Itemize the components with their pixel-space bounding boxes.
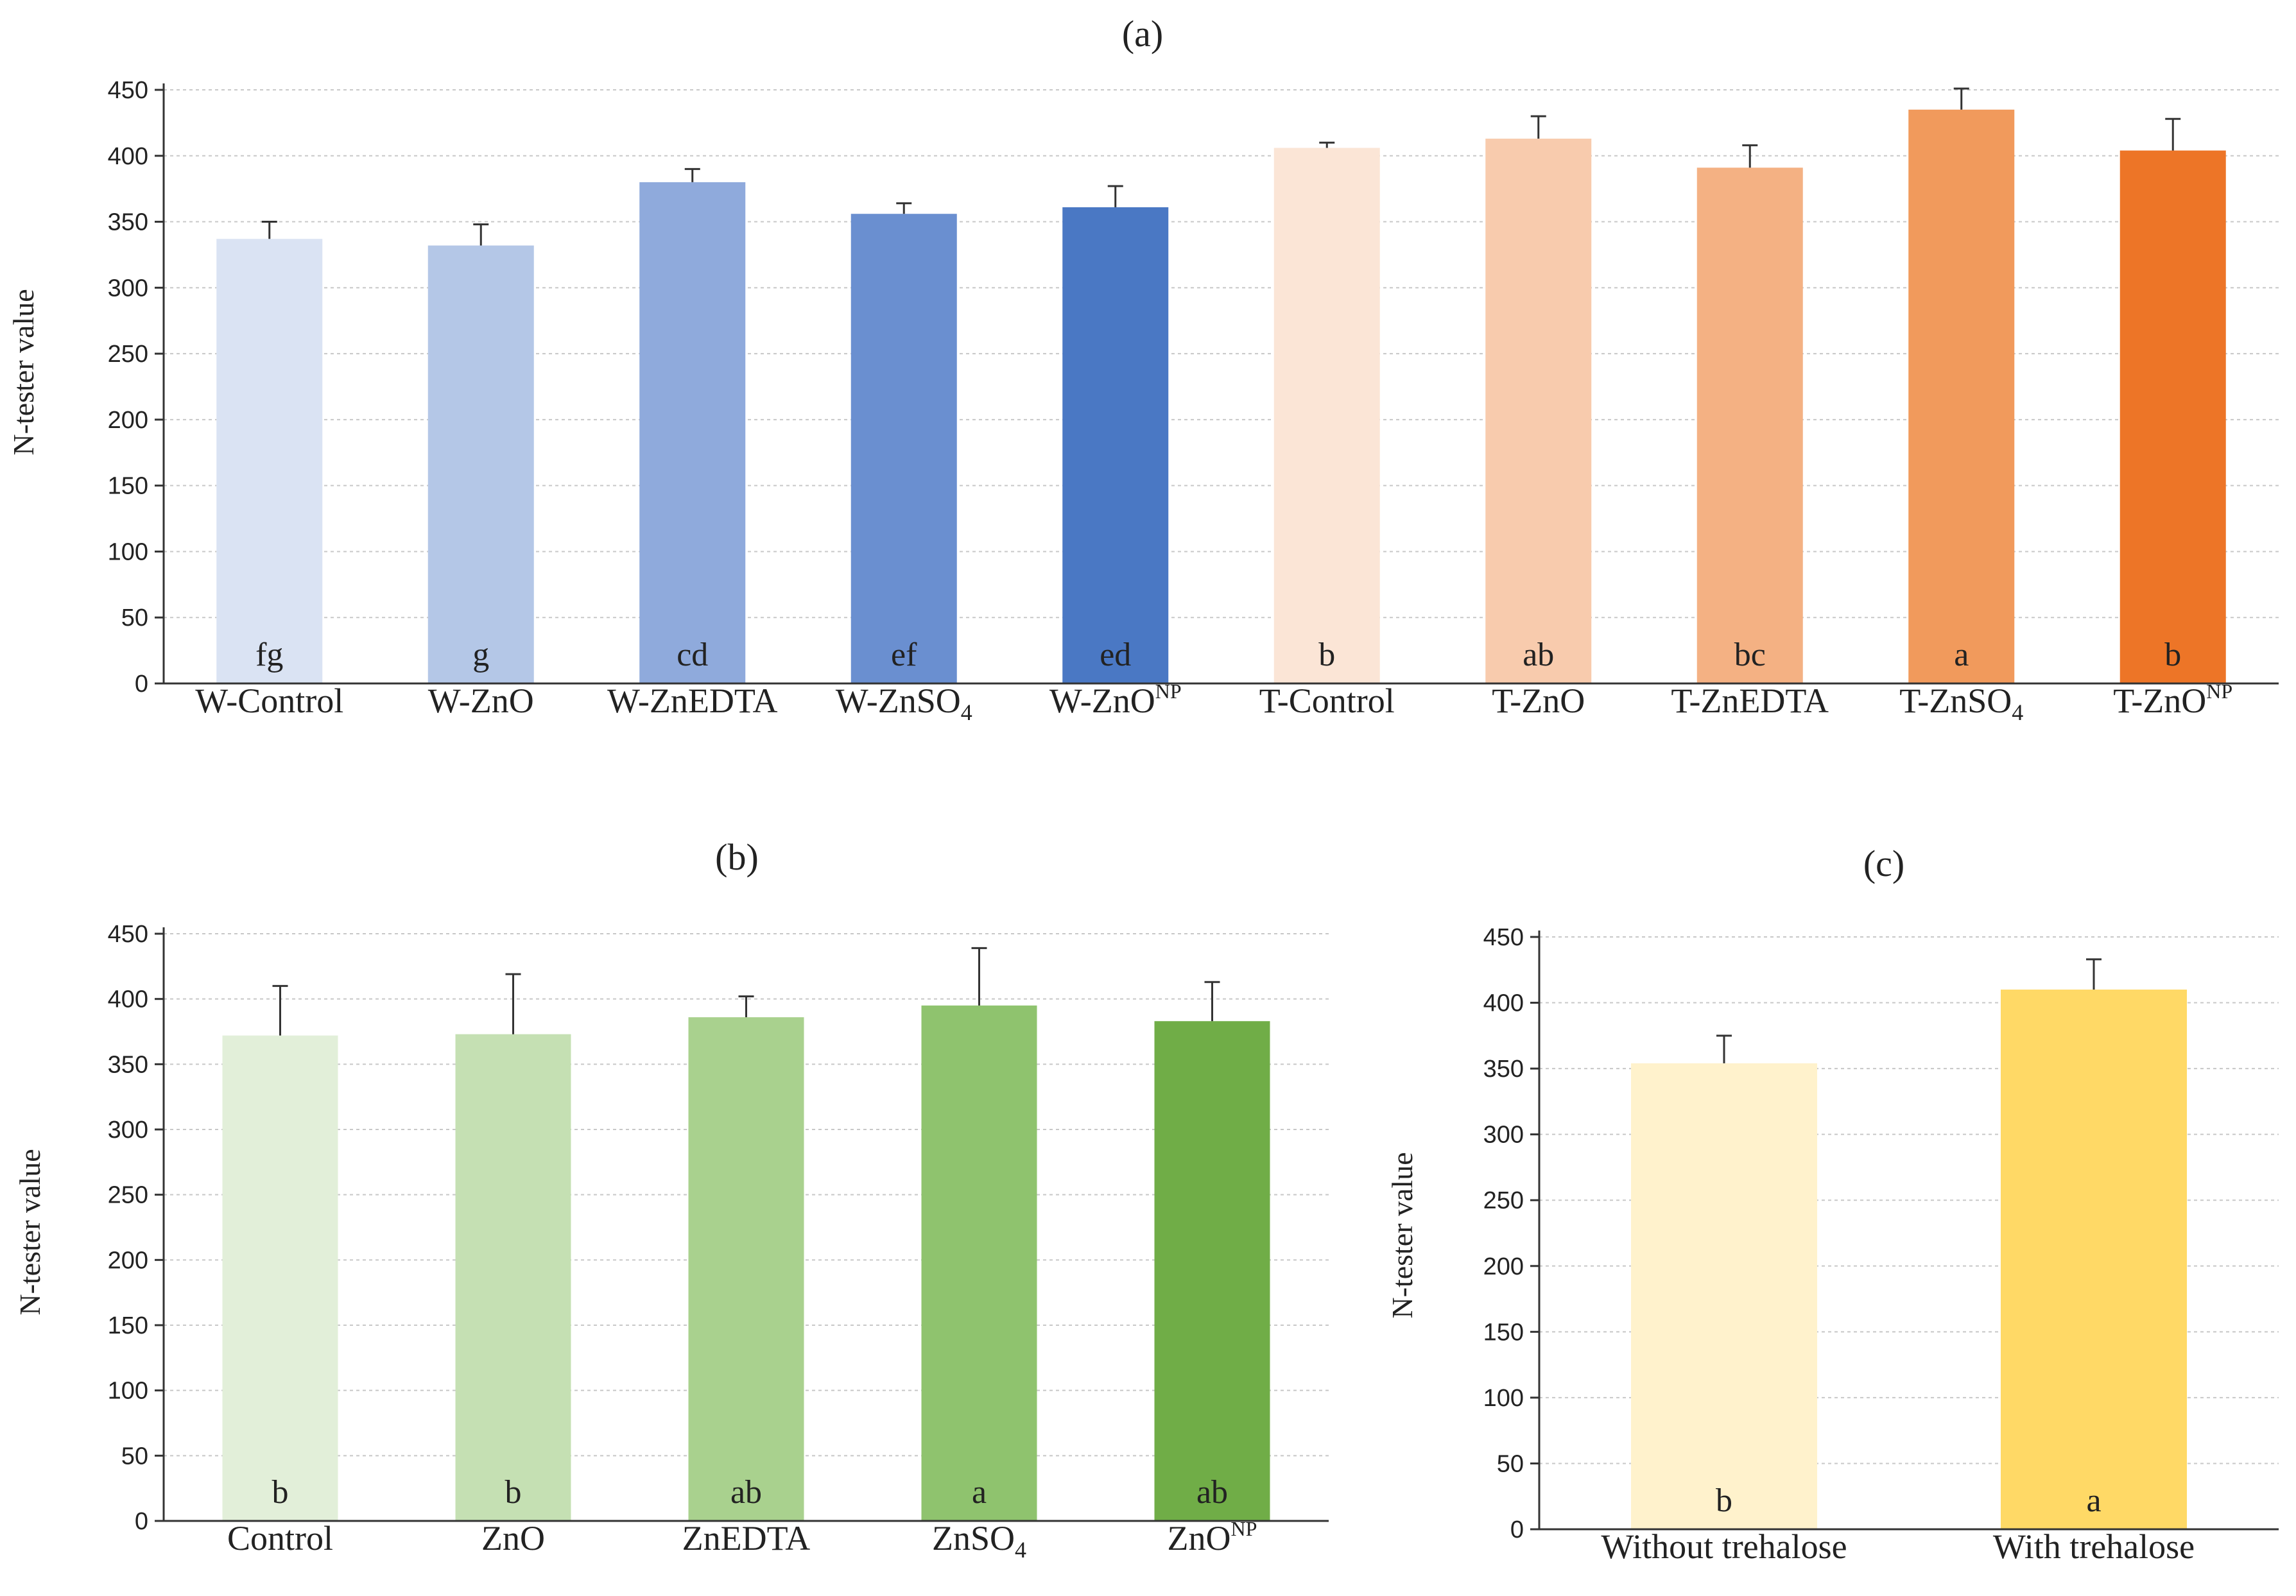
category-label: W-ZnEDTA xyxy=(607,682,778,720)
category-label: Without trehalose xyxy=(1601,1527,1847,1566)
category-label: T-ZnSO4 xyxy=(1899,682,2023,725)
significance-letter: fg xyxy=(255,637,283,673)
significance-letter: ab xyxy=(1523,637,1554,673)
bar xyxy=(427,245,534,683)
bar xyxy=(1908,109,2015,684)
category-label: W-ZnSO4 xyxy=(836,682,972,725)
bar xyxy=(1696,167,1803,683)
category-label: With trehalose xyxy=(1993,1527,2195,1566)
significance-letter: g xyxy=(472,637,489,673)
category-label: ZnSO4 xyxy=(932,1519,1026,1563)
y-tick-label: 300 xyxy=(108,275,148,302)
significance-letter: bc xyxy=(1734,637,1766,673)
category-label: W-ZnONP xyxy=(1049,680,1182,720)
significance-letter: b xyxy=(1318,637,1335,673)
y-tick-label: 300 xyxy=(1483,1122,1524,1149)
y-tick-label: 200 xyxy=(108,407,148,434)
category-label: T-ZnEDTA xyxy=(1671,682,1829,720)
bar xyxy=(1062,207,1169,683)
significance-letter: ef xyxy=(891,637,917,673)
bar xyxy=(688,1017,804,1521)
significance-letter: ab xyxy=(730,1474,762,1511)
y-tick-label: 50 xyxy=(1497,1450,1524,1477)
bar xyxy=(2001,990,2187,1529)
category-label: W-ZnO xyxy=(428,682,534,720)
y-tick-label: 250 xyxy=(108,1182,148,1209)
bar xyxy=(2119,150,2226,684)
category-label: T-ZnONP xyxy=(2113,680,2232,720)
category-label: T-ZnO xyxy=(1492,682,1585,720)
y-tick-label: 450 xyxy=(108,77,148,104)
category-label: ZnO xyxy=(481,1519,545,1557)
significance-letter: a xyxy=(2086,1482,2101,1519)
chart-c: (c) N-tester value 0 50 100 150 200 250 300 350 40… xyxy=(1386,843,2279,1566)
significance-letter: a xyxy=(1954,637,1969,673)
bar xyxy=(639,182,746,683)
bar xyxy=(222,1035,338,1521)
y-tick-label: 150 xyxy=(1483,1319,1524,1346)
y-tick-label: 450 xyxy=(1483,924,1524,951)
y-axis-label: N-tester value xyxy=(1386,1152,1419,1318)
bar xyxy=(455,1034,571,1521)
category-label: T-Control xyxy=(1259,682,1395,720)
bar xyxy=(1154,1021,1270,1521)
y-tick-label: 50 xyxy=(121,1443,148,1470)
y-tick-label: 0 xyxy=(135,671,148,698)
y-tick-label: 100 xyxy=(108,1378,148,1405)
significance-letter: b xyxy=(1716,1482,1732,1519)
significance-letter: a xyxy=(972,1474,987,1511)
y-tick-label: 300 xyxy=(108,1117,148,1144)
significance-letter: b xyxy=(2164,637,2181,673)
chart-b: (b) N-tester value 0 50 100 150 200 250 300 350 40… xyxy=(13,836,1329,1563)
significance-letter: cd xyxy=(677,637,708,673)
y-tick-label: 150 xyxy=(108,1312,148,1339)
bar xyxy=(216,239,323,683)
y-tick-label: 0 xyxy=(1510,1516,1524,1543)
y-tick-label: 0 xyxy=(135,1508,148,1535)
y-tick-label: 350 xyxy=(1483,1056,1524,1083)
category-label: ZnONP xyxy=(1168,1517,1257,1557)
y-tick-label: 400 xyxy=(1483,990,1524,1017)
y-tick-label: 100 xyxy=(1483,1385,1524,1412)
significance-letter: b xyxy=(272,1474,289,1511)
y-tick-label: 200 xyxy=(108,1247,148,1274)
category-label: W-Control xyxy=(195,682,343,720)
y-tick-label: 150 xyxy=(108,473,148,500)
y-tick-label: 350 xyxy=(108,209,148,236)
chart-title: (a) xyxy=(1122,13,1163,55)
y-tick-label: 50 xyxy=(121,605,148,631)
y-tick-label: 200 xyxy=(1483,1253,1524,1280)
chart-a: (a) N-tester value 0 50 100 150 200 250 300 350 40… xyxy=(7,13,2279,725)
chart-title: (c) xyxy=(1863,843,1904,884)
bar xyxy=(1485,139,1592,684)
significance-letter: ed xyxy=(1100,637,1131,673)
category-label: Control xyxy=(227,1519,333,1557)
significance-letter: b xyxy=(505,1474,522,1511)
significance-letter: ab xyxy=(1196,1474,1228,1511)
y-axis-label: N-tester value xyxy=(13,1149,46,1315)
y-tick-label: 250 xyxy=(1483,1187,1524,1214)
category-label: ZnEDTA xyxy=(682,1519,811,1557)
y-tick-label: 100 xyxy=(108,538,148,565)
chart-title: (b) xyxy=(715,836,759,878)
bar xyxy=(1631,1063,1817,1529)
y-tick-label: 350 xyxy=(108,1051,148,1078)
bar xyxy=(1273,148,1380,683)
y-tick-label: 450 xyxy=(108,921,148,948)
y-axis-label: N-tester value xyxy=(7,289,40,455)
y-tick-label: 250 xyxy=(108,341,148,368)
y-tick-label: 400 xyxy=(108,143,148,170)
bar xyxy=(850,214,957,683)
bar xyxy=(921,1005,1037,1521)
y-tick-label: 400 xyxy=(108,986,148,1013)
